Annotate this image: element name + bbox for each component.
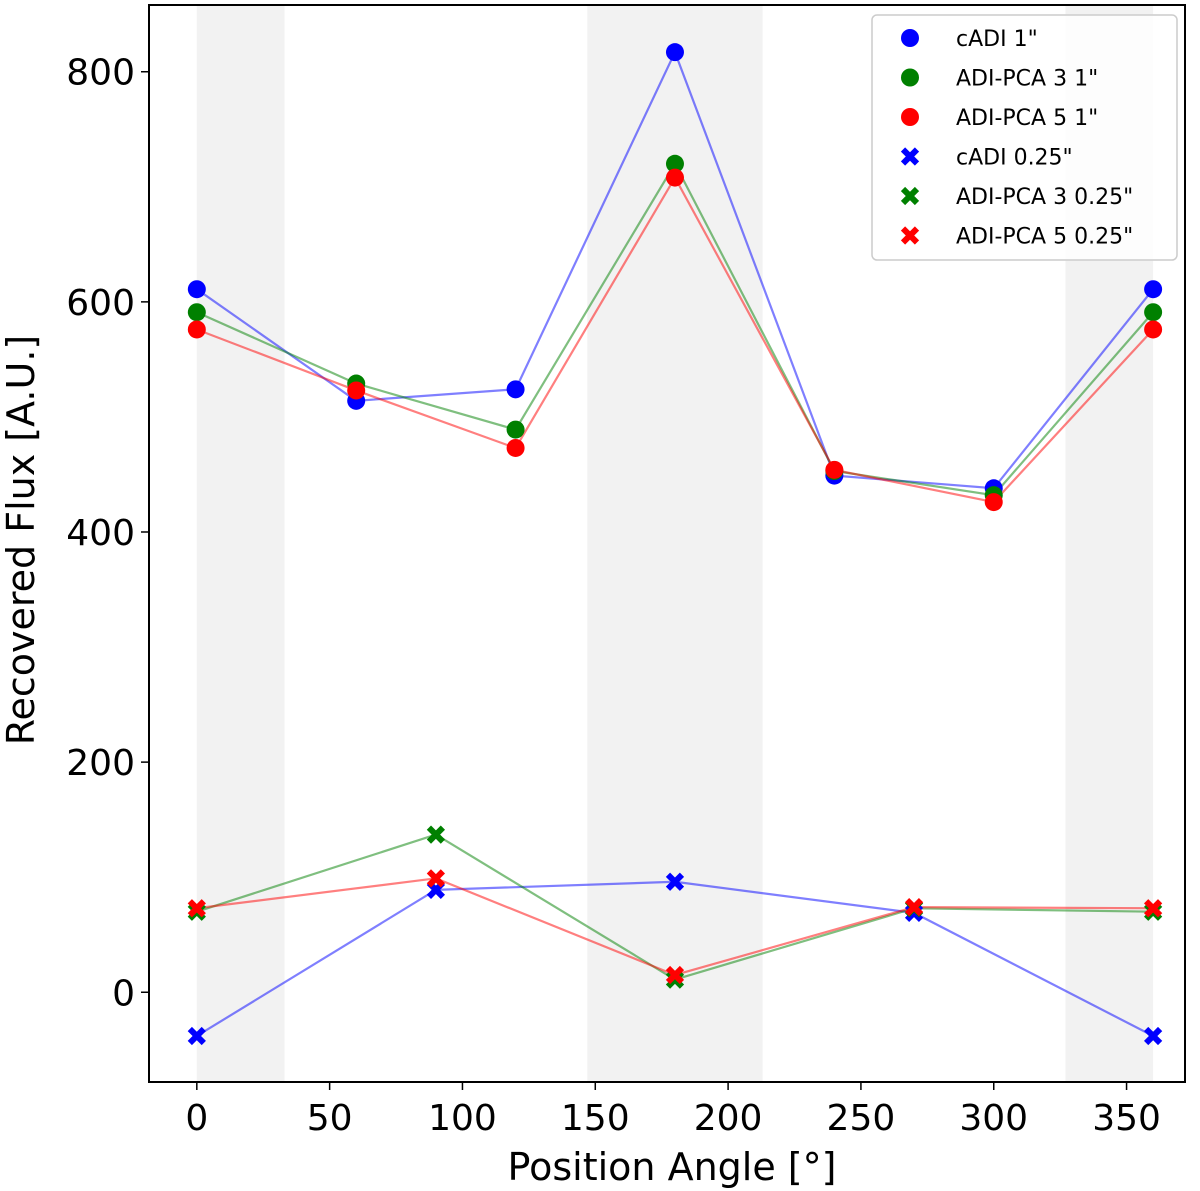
y-axis-label: Recovered Flux [A.U.] [0, 335, 43, 745]
point-adi-pca-5-1 [665, 168, 684, 187]
point-cadi-1 [506, 380, 525, 399]
legend-marker-adi-pca-5-0-25 [900, 226, 920, 245]
legend-label: ADI-PCA 5 0.25" [956, 225, 1133, 250]
point-adi-pca-3-1 [665, 154, 684, 173]
legend-marker-adi-pca-3-1 [901, 68, 919, 87]
legend-marker-adi-pca-3-0-25 [900, 186, 920, 206]
plot-frame [148, 4, 1186, 1083]
shaded-band-0 [196, 5, 285, 1082]
point-cadi-1 [187, 280, 206, 299]
point-adi-pca-5-1 [825, 460, 844, 479]
y-tick-label: 200 [66, 743, 135, 784]
legend-label: cADI 1" [956, 27, 1038, 52]
point-cadi-0-25 [1143, 1026, 1163, 1046]
legend-label: ADI-PCA 5 1" [956, 106, 1098, 131]
legend-label: ADI-PCA 3 0.25" [956, 185, 1133, 210]
point-cadi-1 [1144, 280, 1163, 299]
point-adi-pca-5-0-25 [665, 965, 685, 985]
legend-label: ADI-PCA 3 1" [956, 67, 1098, 92]
point-adi-pca-3-1 [506, 420, 525, 439]
point-cadi-0-25 [665, 872, 685, 891]
x-tick-label: 350 [1092, 1098, 1161, 1139]
point-adi-pca-5-1 [347, 381, 366, 400]
x-tick-label: 200 [694, 1098, 763, 1139]
x-tick-label: 0 [185, 1098, 208, 1139]
x-tick-label: 50 [307, 1098, 353, 1139]
point-adi-pca-3-1 [187, 303, 206, 322]
y-tick-label: 800 [66, 53, 135, 94]
x-tick-label: 100 [428, 1098, 497, 1139]
point-adi-pca-5-1 [984, 493, 1003, 512]
legend-marker-cadi-0-25 [900, 147, 920, 166]
point-adi-pca-5-1 [506, 438, 525, 457]
point-cadi-0-25 [187, 1026, 206, 1046]
legend-marker-cadi-1 [901, 29, 919, 47]
x-tick-label: 250 [827, 1098, 896, 1139]
x-axis-label: Position Angle [°] [508, 1145, 837, 1189]
point-adi-pca-3-1 [1144, 303, 1163, 322]
legend: cADI 1" ADI-PCA 3 1" ADI-PCA 5 1" cADI 0.25… [871, 14, 1178, 261]
point-cadi-1 [665, 43, 684, 62]
x-tick-label: 300 [959, 1098, 1028, 1139]
y-tick-label: 0 [112, 973, 135, 1014]
point-adi-pca-5-0-25 [187, 899, 206, 918]
point-adi-pca-3-0-25 [665, 970, 685, 989]
legend-label: cADI 0.25" [956, 146, 1073, 171]
point-adi-pca-3-0-25 [426, 825, 446, 844]
x-tick-label: 150 [561, 1098, 630, 1139]
legend-box [871, 14, 1178, 261]
y-tick-label: 600 [66, 283, 135, 324]
series-markers [187, 43, 1163, 1046]
point-adi-pca-5-0-25 [1143, 899, 1163, 918]
legend-marker-adi-pca-5-1 [901, 108, 919, 126]
point-adi-pca-5-1 [1144, 320, 1163, 339]
point-adi-pca-5-0-25 [904, 897, 924, 917]
x-ticks: 0 50 100 150 200 250 300 350 [185, 1082, 1161, 1139]
y-ticks: 0 200 400 600 800 [66, 53, 149, 1014]
point-adi-pca-5-0-25 [426, 869, 446, 888]
y-tick-label: 400 [66, 513, 135, 554]
point-adi-pca-5-1 [187, 320, 206, 339]
